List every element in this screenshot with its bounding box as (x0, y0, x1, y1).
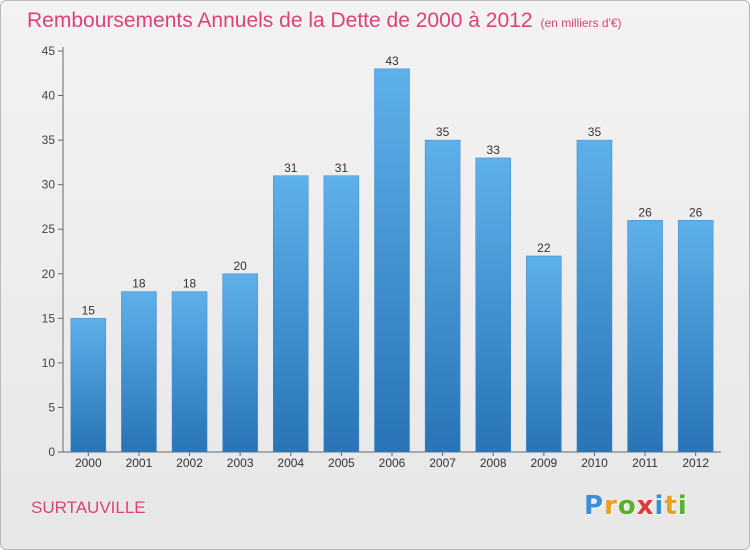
bar-value-label: 35 (588, 125, 602, 139)
bar (374, 68, 410, 453)
y-tick-label: 0 (48, 445, 55, 459)
x-tick-label: 2010 (581, 456, 608, 470)
bar (576, 139, 613, 453)
bar (475, 157, 511, 453)
logo-letter: P (584, 491, 605, 521)
logo-letter: x (636, 491, 655, 521)
bar-value-label: 33 (487, 143, 501, 157)
bar-value-label: 31 (284, 161, 298, 175)
y-tick-label: 40 (42, 89, 56, 103)
bar-value-label: 18 (183, 277, 197, 291)
y-tick-label: 20 (42, 267, 56, 281)
x-tick-label: 2003 (227, 456, 254, 470)
bar-value-label: 31 (335, 161, 349, 175)
x-tick-label: 2009 (530, 456, 557, 470)
chart-title-text: Remboursements Annuels de la Dette de 20… (27, 9, 533, 32)
y-tick-label: 10 (42, 356, 56, 370)
x-tick-label: 2011 (632, 456, 658, 470)
bar (273, 175, 309, 453)
logo-letter: i (677, 491, 688, 521)
x-tick-label: 2005 (328, 456, 355, 470)
bar-value-label: 26 (689, 205, 703, 219)
bar (323, 175, 360, 453)
logo-letter: o (617, 491, 637, 521)
y-tick-label: 5 (48, 400, 55, 414)
chart-bars (70, 68, 714, 453)
proxiti-logo: Proxiti (584, 491, 688, 521)
bar (627, 220, 663, 453)
x-tick-label: 2008 (480, 456, 507, 470)
bar-value-label: 43 (385, 54, 399, 68)
bar (70, 318, 107, 453)
bar (677, 220, 714, 453)
x-tick-label: 2000 (75, 456, 102, 470)
chart-title: Remboursements Annuels de la Dette de 20… (27, 9, 622, 33)
x-tick-label: 2007 (429, 456, 456, 470)
bar-value-label: 26 (638, 205, 652, 219)
x-tick-label: 2001 (126, 456, 153, 470)
bar (424, 139, 461, 453)
bar (526, 255, 562, 453)
logo-letter: t (664, 491, 678, 521)
logo-letter: i (654, 491, 665, 521)
y-tick-label: 15 (42, 311, 56, 325)
city-name: SURTAUVILLE (31, 498, 146, 517)
bar (171, 291, 208, 453)
bar-value-label: 35 (436, 125, 450, 139)
y-tick-label: 35 (42, 133, 56, 147)
bar (222, 273, 258, 453)
y-tick-label: 30 (42, 178, 56, 192)
bar-value-label: 22 (537, 241, 551, 255)
logo-letter: r (604, 491, 618, 521)
bar-value-label: 20 (233, 259, 247, 273)
bar-value-label: 18 (132, 277, 146, 291)
bar-value-label: 15 (82, 303, 96, 317)
y-tick-label: 25 (42, 222, 56, 236)
bar (121, 291, 157, 453)
x-tick-label: 2012 (682, 456, 709, 470)
chart-labels: 15 2000 18 2001 18 2002 20 2003 31 2004 31 2005 43 20… (75, 54, 709, 470)
x-tick-label: 2002 (176, 456, 203, 470)
y-tick-label: 45 (42, 44, 56, 58)
x-tick-label: 2006 (379, 456, 406, 470)
chart-unit-label: (en milliers d'€) (540, 16, 622, 30)
x-tick-label: 2004 (277, 456, 304, 470)
